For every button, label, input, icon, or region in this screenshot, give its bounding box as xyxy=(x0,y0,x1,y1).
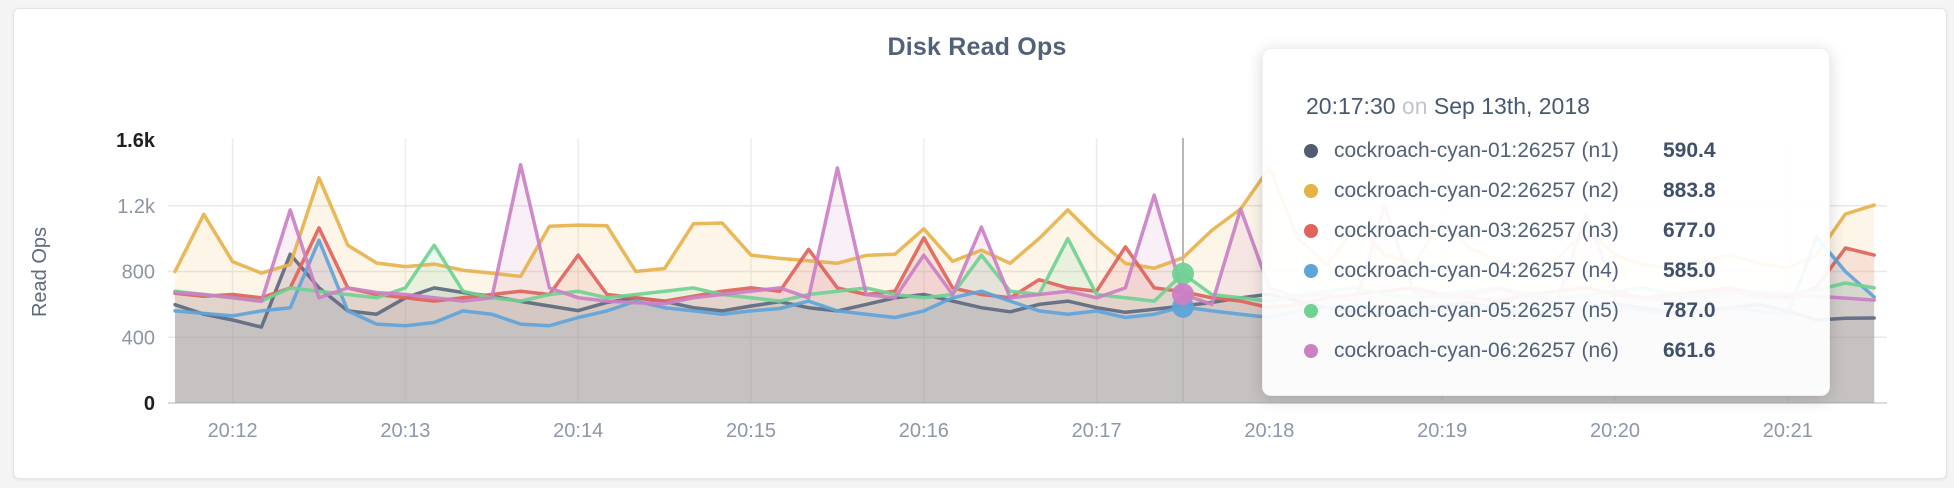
tooltip-connector: on xyxy=(1401,93,1428,119)
series-color-dot xyxy=(1304,304,1318,318)
hover-dot-n5 xyxy=(1172,262,1194,285)
series-color-dot xyxy=(1304,224,1318,238)
y-tick-label: 1.2k xyxy=(117,196,156,218)
tooltip-series-row: cockroach-cyan-05:26257 (n5) 787.0 xyxy=(1263,291,1831,331)
tooltip-timestamp: 20:17:30 on Sep 13th, 2018 xyxy=(1306,93,1590,120)
series-value: 585.0 xyxy=(1663,259,1716,282)
series-name: cockroach-cyan-04:26257 (n4) xyxy=(1334,259,1619,282)
y-tick-label: 800 xyxy=(122,262,155,284)
tooltip-series-row: cockroach-cyan-01:26257 (n1) 590.4 xyxy=(1263,131,1831,171)
y-tick-label: 400 xyxy=(122,327,155,349)
tooltip-series-row: cockroach-cyan-03:26257 (n3) 677.0 xyxy=(1263,211,1831,251)
x-tick-label: 20:17 xyxy=(1072,420,1122,442)
series-color-dot xyxy=(1304,144,1318,158)
y-tick-label: 0 xyxy=(144,393,155,415)
tooltip-series-row: cockroach-cyan-06:26257 (n6) 661.6 xyxy=(1263,331,1831,371)
series-name: cockroach-cyan-03:26257 (n3) xyxy=(1334,219,1619,242)
tooltip-series-row: cockroach-cyan-02:26257 (n2) 883.8 xyxy=(1263,171,1831,211)
tooltip-date: Sep 13th, 2018 xyxy=(1433,93,1590,119)
series-color-dot xyxy=(1304,264,1318,278)
tooltip-series-row: cockroach-cyan-04:26257 (n4) 585.0 xyxy=(1263,251,1831,291)
series-color-dot xyxy=(1304,344,1318,358)
y-axis-label: Read Ops xyxy=(29,227,51,317)
series-value: 787.0 xyxy=(1663,299,1716,322)
series-color-dot xyxy=(1304,184,1318,198)
series-value: 883.8 xyxy=(1663,179,1716,202)
chart-hover-tooltip: 20:17:30 on Sep 13th, 2018 cockroach-cya… xyxy=(1262,48,1830,396)
x-tick-label: 20:20 xyxy=(1590,420,1640,442)
series-value: 677.0 xyxy=(1663,219,1716,242)
x-tick-label: 20:14 xyxy=(553,420,603,442)
x-tick-label: 20:18 xyxy=(1244,420,1294,442)
chart-title: Disk Read Ops xyxy=(887,33,1067,61)
x-tick-label: 20:12 xyxy=(208,420,258,442)
series-name: cockroach-cyan-05:26257 (n5) xyxy=(1334,299,1619,322)
x-tick-label: 20:21 xyxy=(1763,420,1813,442)
tooltip-time: 20:17:30 xyxy=(1306,93,1396,119)
x-tick-label: 20:19 xyxy=(1417,420,1467,442)
series-name: cockroach-cyan-06:26257 (n6) xyxy=(1334,339,1619,362)
series-name: cockroach-cyan-02:26257 (n2) xyxy=(1334,179,1619,202)
series-name: cockroach-cyan-01:26257 (n1) xyxy=(1334,139,1619,162)
x-tick-label: 20:15 xyxy=(726,420,776,442)
series-value: 590.4 xyxy=(1663,139,1716,162)
series-value: 661.6 xyxy=(1663,339,1716,362)
x-tick-label: 20:16 xyxy=(899,420,949,442)
y-tick-label: 1.6k xyxy=(116,130,156,152)
x-tick-label: 20:13 xyxy=(380,420,430,442)
hover-dot-n6 xyxy=(1172,283,1194,306)
